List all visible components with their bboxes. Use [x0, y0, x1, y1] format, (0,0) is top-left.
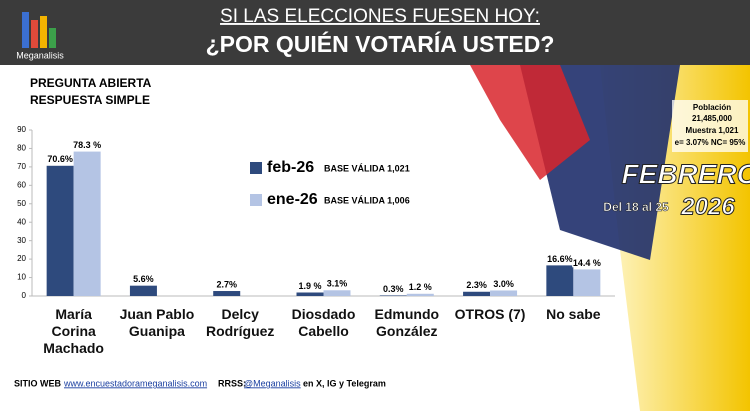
value-label: 1.9 % — [298, 281, 321, 291]
brand: Meganalisis — [16, 50, 64, 60]
bar — [129, 285, 157, 296]
study-text: 21,485,000 — [692, 114, 733, 123]
y-tick-label: 20 — [17, 254, 26, 263]
value-label: 0.3% — [383, 284, 404, 294]
question-type: PREGUNTA ABIERTA — [30, 76, 152, 90]
x-tick-label: OTROS (7) — [454, 306, 526, 322]
y-tick-label: 30 — [17, 236, 26, 245]
value-label: 16.6% — [547, 254, 573, 264]
bar — [296, 292, 324, 296]
question-type: RESPUESTA SIMPLE — [30, 93, 150, 107]
logo-bar — [22, 12, 29, 48]
x-tick-label: Diosdado Cabello — [291, 306, 356, 339]
footer-label: SITIO WEB — [14, 378, 62, 388]
value-label: 1.2 % — [409, 282, 432, 292]
footer-label: en X, IG y Telegram — [303, 378, 386, 388]
bar — [546, 265, 574, 296]
value-label: 2.3% — [466, 280, 487, 290]
study-box — [672, 100, 748, 152]
y-tick-label: 70 — [17, 162, 26, 171]
legend-swatch — [250, 194, 262, 206]
footer-label: RRSS: — [218, 378, 246, 388]
footer-link[interactable]: www.encuestadorameganalisis.com — [63, 378, 207, 388]
logo-bar — [49, 28, 56, 48]
chart-subtitle: ¿POR QUIÉN VOTARÍA USTED? — [206, 30, 555, 57]
bar — [573, 269, 601, 296]
bar — [406, 293, 434, 296]
value-label: 78.3 % — [73, 140, 101, 150]
value-label: 5.6% — [133, 274, 154, 284]
study-text: e= 3.07% NC= 95% — [675, 138, 746, 147]
chart-title: SI LAS ELECCIONES FUESEN HOY: — [220, 6, 540, 27]
y-tick-label: 0 — [22, 291, 27, 300]
bar — [73, 151, 101, 296]
bar — [323, 290, 351, 296]
header — [0, 0, 750, 65]
study-dates: Del 18 al 25 — [603, 200, 669, 214]
x-tick-label: Edmundo González — [374, 306, 440, 339]
value-label: 14.4 % — [573, 258, 601, 268]
x-tick-label: No sabe — [546, 306, 601, 322]
value-label: 3.1% — [327, 279, 348, 289]
logo-bar — [31, 20, 38, 48]
bar — [490, 290, 518, 296]
study-text: Muestra 1,021 — [686, 126, 739, 135]
y-tick-label: 10 — [17, 273, 26, 282]
bar — [463, 291, 491, 296]
value-label: 3.0% — [493, 279, 514, 289]
value-label: 2.7% — [216, 279, 237, 289]
legend-note: BASE VÁLIDA 1,006 — [324, 195, 410, 205]
legend-note: BASE VÁLIDA 1,021 — [324, 163, 410, 173]
y-tick-label: 90 — [17, 125, 26, 134]
bar — [46, 165, 74, 296]
logo-bar — [40, 16, 47, 48]
study-month: FEBRERO — [622, 158, 750, 189]
study-text: Población — [693, 103, 731, 112]
legend-swatch — [250, 162, 262, 174]
bar — [379, 295, 407, 296]
study-year: 2026 — [680, 193, 735, 220]
x-tick-label: Delcy Rodríguez — [205, 306, 275, 339]
value-label: 70.6% — [47, 154, 73, 164]
y-tick-label: 60 — [17, 180, 26, 189]
y-tick-label: 50 — [17, 199, 26, 208]
flag-red — [470, 65, 590, 180]
bar — [213, 291, 241, 296]
y-tick-label: 80 — [17, 144, 26, 153]
x-tick-label: María Corina Machado — [43, 306, 104, 356]
legend-label: ene-26 — [267, 191, 318, 208]
footer-link[interactable]: @Meganalisis — [244, 378, 301, 388]
legend-label: feb-26 — [267, 159, 314, 176]
y-tick-label: 40 — [17, 217, 26, 226]
x-tick-label: Juan Pablo Guanipa — [119, 306, 195, 339]
